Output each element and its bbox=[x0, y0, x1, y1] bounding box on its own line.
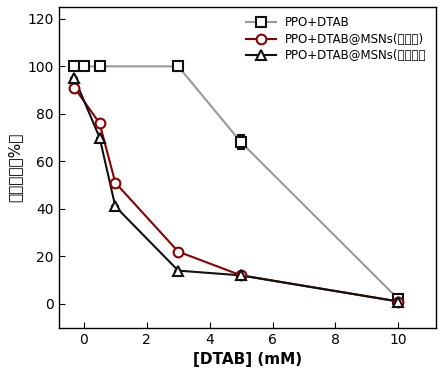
X-axis label: [DTAB] (mM): [DTAB] (mM) bbox=[193, 352, 302, 367]
Y-axis label: 相对活性（%）: 相对活性（%） bbox=[7, 133, 22, 202]
Legend: PPO+DTAB, PPO+DTAB@MSNs(花状硛), PPO+DTAB@MSNs(球形硛）: PPO+DTAB, PPO+DTAB@MSNs(花状硛), PPO+DTAB@M… bbox=[243, 13, 430, 66]
